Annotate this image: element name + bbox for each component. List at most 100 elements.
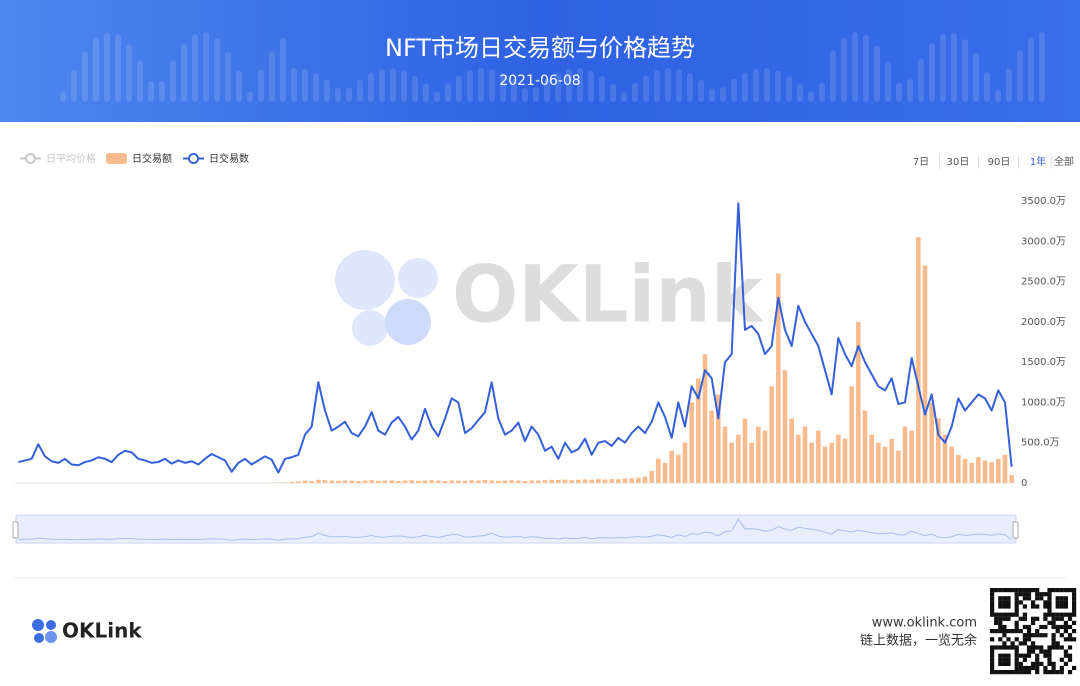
qr-cell — [1064, 621, 1068, 625]
qr-cell — [1047, 662, 1051, 666]
deco-bar — [775, 71, 781, 102]
bar — [423, 481, 428, 483]
qr-cell — [1072, 621, 1076, 625]
qr-cell — [1002, 645, 1006, 649]
qr-cell — [1047, 670, 1051, 674]
qr-cell — [1047, 645, 1051, 649]
qr-cell — [1056, 588, 1060, 592]
qr-cell — [1031, 604, 1035, 608]
navigator-handle[interactable] — [1013, 522, 1018, 538]
legend-label[interactable]: 日交易额 — [132, 152, 172, 165]
qr-cell — [1052, 666, 1056, 670]
bar — [569, 480, 574, 483]
deco-bar — [280, 38, 286, 102]
bar — [549, 480, 554, 483]
bar — [456, 481, 461, 483]
deco-bar — [203, 32, 209, 102]
qr-cell — [990, 654, 994, 658]
navigator-handle[interactable] — [13, 522, 18, 538]
qr-cell — [1023, 613, 1027, 617]
qr-cell — [1047, 621, 1051, 625]
qr-cell — [1015, 666, 1019, 670]
bar — [976, 457, 981, 483]
qr-cell — [1056, 604, 1060, 608]
deco-bar — [907, 79, 913, 102]
legend-swatch[interactable] — [189, 154, 198, 163]
bar — [589, 480, 594, 483]
qr-cell — [1031, 588, 1035, 592]
bar — [463, 481, 468, 483]
header-date: 2021-06-08 — [499, 73, 580, 89]
qr-cell — [1015, 600, 1019, 604]
qr-cell — [1006, 658, 1010, 662]
qr-cell — [1011, 629, 1015, 633]
qr-cell — [1047, 650, 1051, 654]
bar — [396, 481, 401, 483]
qr-cell — [1064, 637, 1068, 641]
qr-cell — [1019, 641, 1023, 645]
deco-bar — [654, 70, 660, 102]
qr-cell — [1068, 658, 1072, 662]
range-button[interactable]: 30日 — [947, 157, 970, 168]
qr-cell — [1035, 604, 1039, 608]
qr-cell — [1031, 600, 1035, 604]
bar — [436, 481, 441, 483]
qr-cell — [1047, 658, 1051, 662]
legend-swatch[interactable] — [106, 153, 127, 164]
footer-url[interactable]: www.oklink.com — [872, 616, 977, 631]
deco-bar — [1028, 37, 1034, 102]
qr-cell — [1056, 629, 1060, 633]
bar — [536, 481, 541, 483]
qr-cell — [1031, 666, 1035, 670]
deco-bar — [313, 73, 319, 102]
bar — [296, 481, 301, 483]
qr-cell — [998, 670, 1002, 674]
bar — [989, 462, 994, 483]
qr-cell — [1002, 654, 1006, 658]
deco-bar — [225, 52, 231, 102]
deco-bar — [368, 73, 374, 102]
deco-bar — [401, 71, 407, 102]
legend-label[interactable]: 日平均价格 — [46, 152, 96, 165]
qr-cell — [1015, 662, 1019, 666]
range-button[interactable]: 90日 — [988, 157, 1011, 168]
bar — [749, 443, 754, 483]
qr-cell — [1015, 613, 1019, 617]
qr-cell — [1027, 670, 1031, 674]
deco-bar — [456, 76, 462, 102]
legend-swatch[interactable] — [26, 154, 35, 163]
range-button[interactable]: 7日 — [913, 157, 929, 168]
bar — [283, 482, 288, 483]
qr-cell — [994, 621, 998, 625]
qr-cell — [1002, 658, 1006, 662]
qr-code — [988, 586, 1078, 676]
qr-cell — [1043, 613, 1047, 617]
bar — [756, 427, 761, 483]
bar — [556, 480, 561, 483]
qr-cell — [990, 604, 994, 608]
qr-cell — [1039, 650, 1043, 654]
qr-cell — [990, 600, 994, 604]
qr-cell — [1011, 670, 1015, 674]
deco-bar — [896, 83, 902, 102]
bar — [683, 443, 688, 483]
qr-cell — [1047, 596, 1051, 600]
range-button[interactable]: 1年 — [1030, 155, 1046, 168]
qr-cell — [1068, 637, 1072, 641]
qr-cell — [1060, 645, 1064, 649]
footer-brand: OKLink — [62, 619, 142, 643]
y-tick-label: 0 — [1021, 478, 1027, 489]
qr-cell — [1006, 654, 1010, 658]
deco-bar — [181, 44, 187, 102]
range-button[interactable]: 全部 — [1054, 155, 1074, 168]
deco-bar — [434, 92, 440, 102]
qr-cell — [1031, 650, 1035, 654]
qr-cell — [1006, 613, 1010, 617]
deco-bar — [720, 87, 726, 102]
qr-cell — [1011, 641, 1015, 645]
deco-bar — [324, 80, 330, 102]
legend-label[interactable]: 日交易数 — [209, 152, 249, 165]
deco-bar — [885, 62, 891, 102]
qr-cell — [990, 588, 994, 592]
qr-cell — [1047, 609, 1051, 613]
